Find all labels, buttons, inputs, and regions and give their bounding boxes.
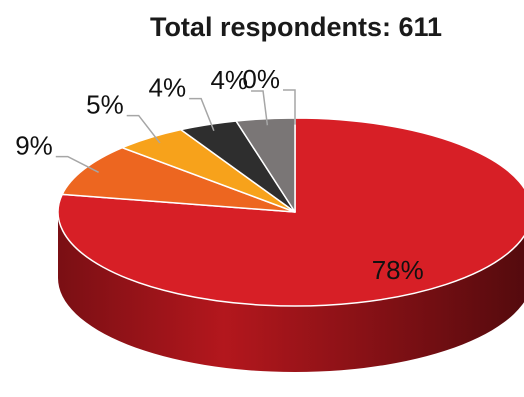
slice-label-5: 0%: [242, 64, 280, 94]
leader-line-5: [283, 89, 296, 125]
pie-slices: [57, 117, 524, 307]
leader-line-4: [251, 90, 269, 126]
slice-label-1: 9%: [15, 131, 53, 161]
pie-slice-1: [61, 146, 296, 213]
slice-label-3: 4%: [149, 73, 187, 103]
slice-label-2: 5%: [86, 90, 124, 120]
leader-line-1: [55, 155, 99, 173]
pie-side-wall: [58, 212, 524, 372]
leader-line-3: [189, 97, 215, 131]
pie-labels: 78%9%5%4% 4%0%: [15, 64, 424, 285]
slice-label-0: 78%: [372, 255, 424, 285]
chart-title: Total respondents: 611: [150, 12, 442, 42]
leader-line-2: [126, 114, 161, 144]
pie-depth-wall: [58, 212, 524, 372]
slice-label-4: 4%: [210, 65, 248, 95]
